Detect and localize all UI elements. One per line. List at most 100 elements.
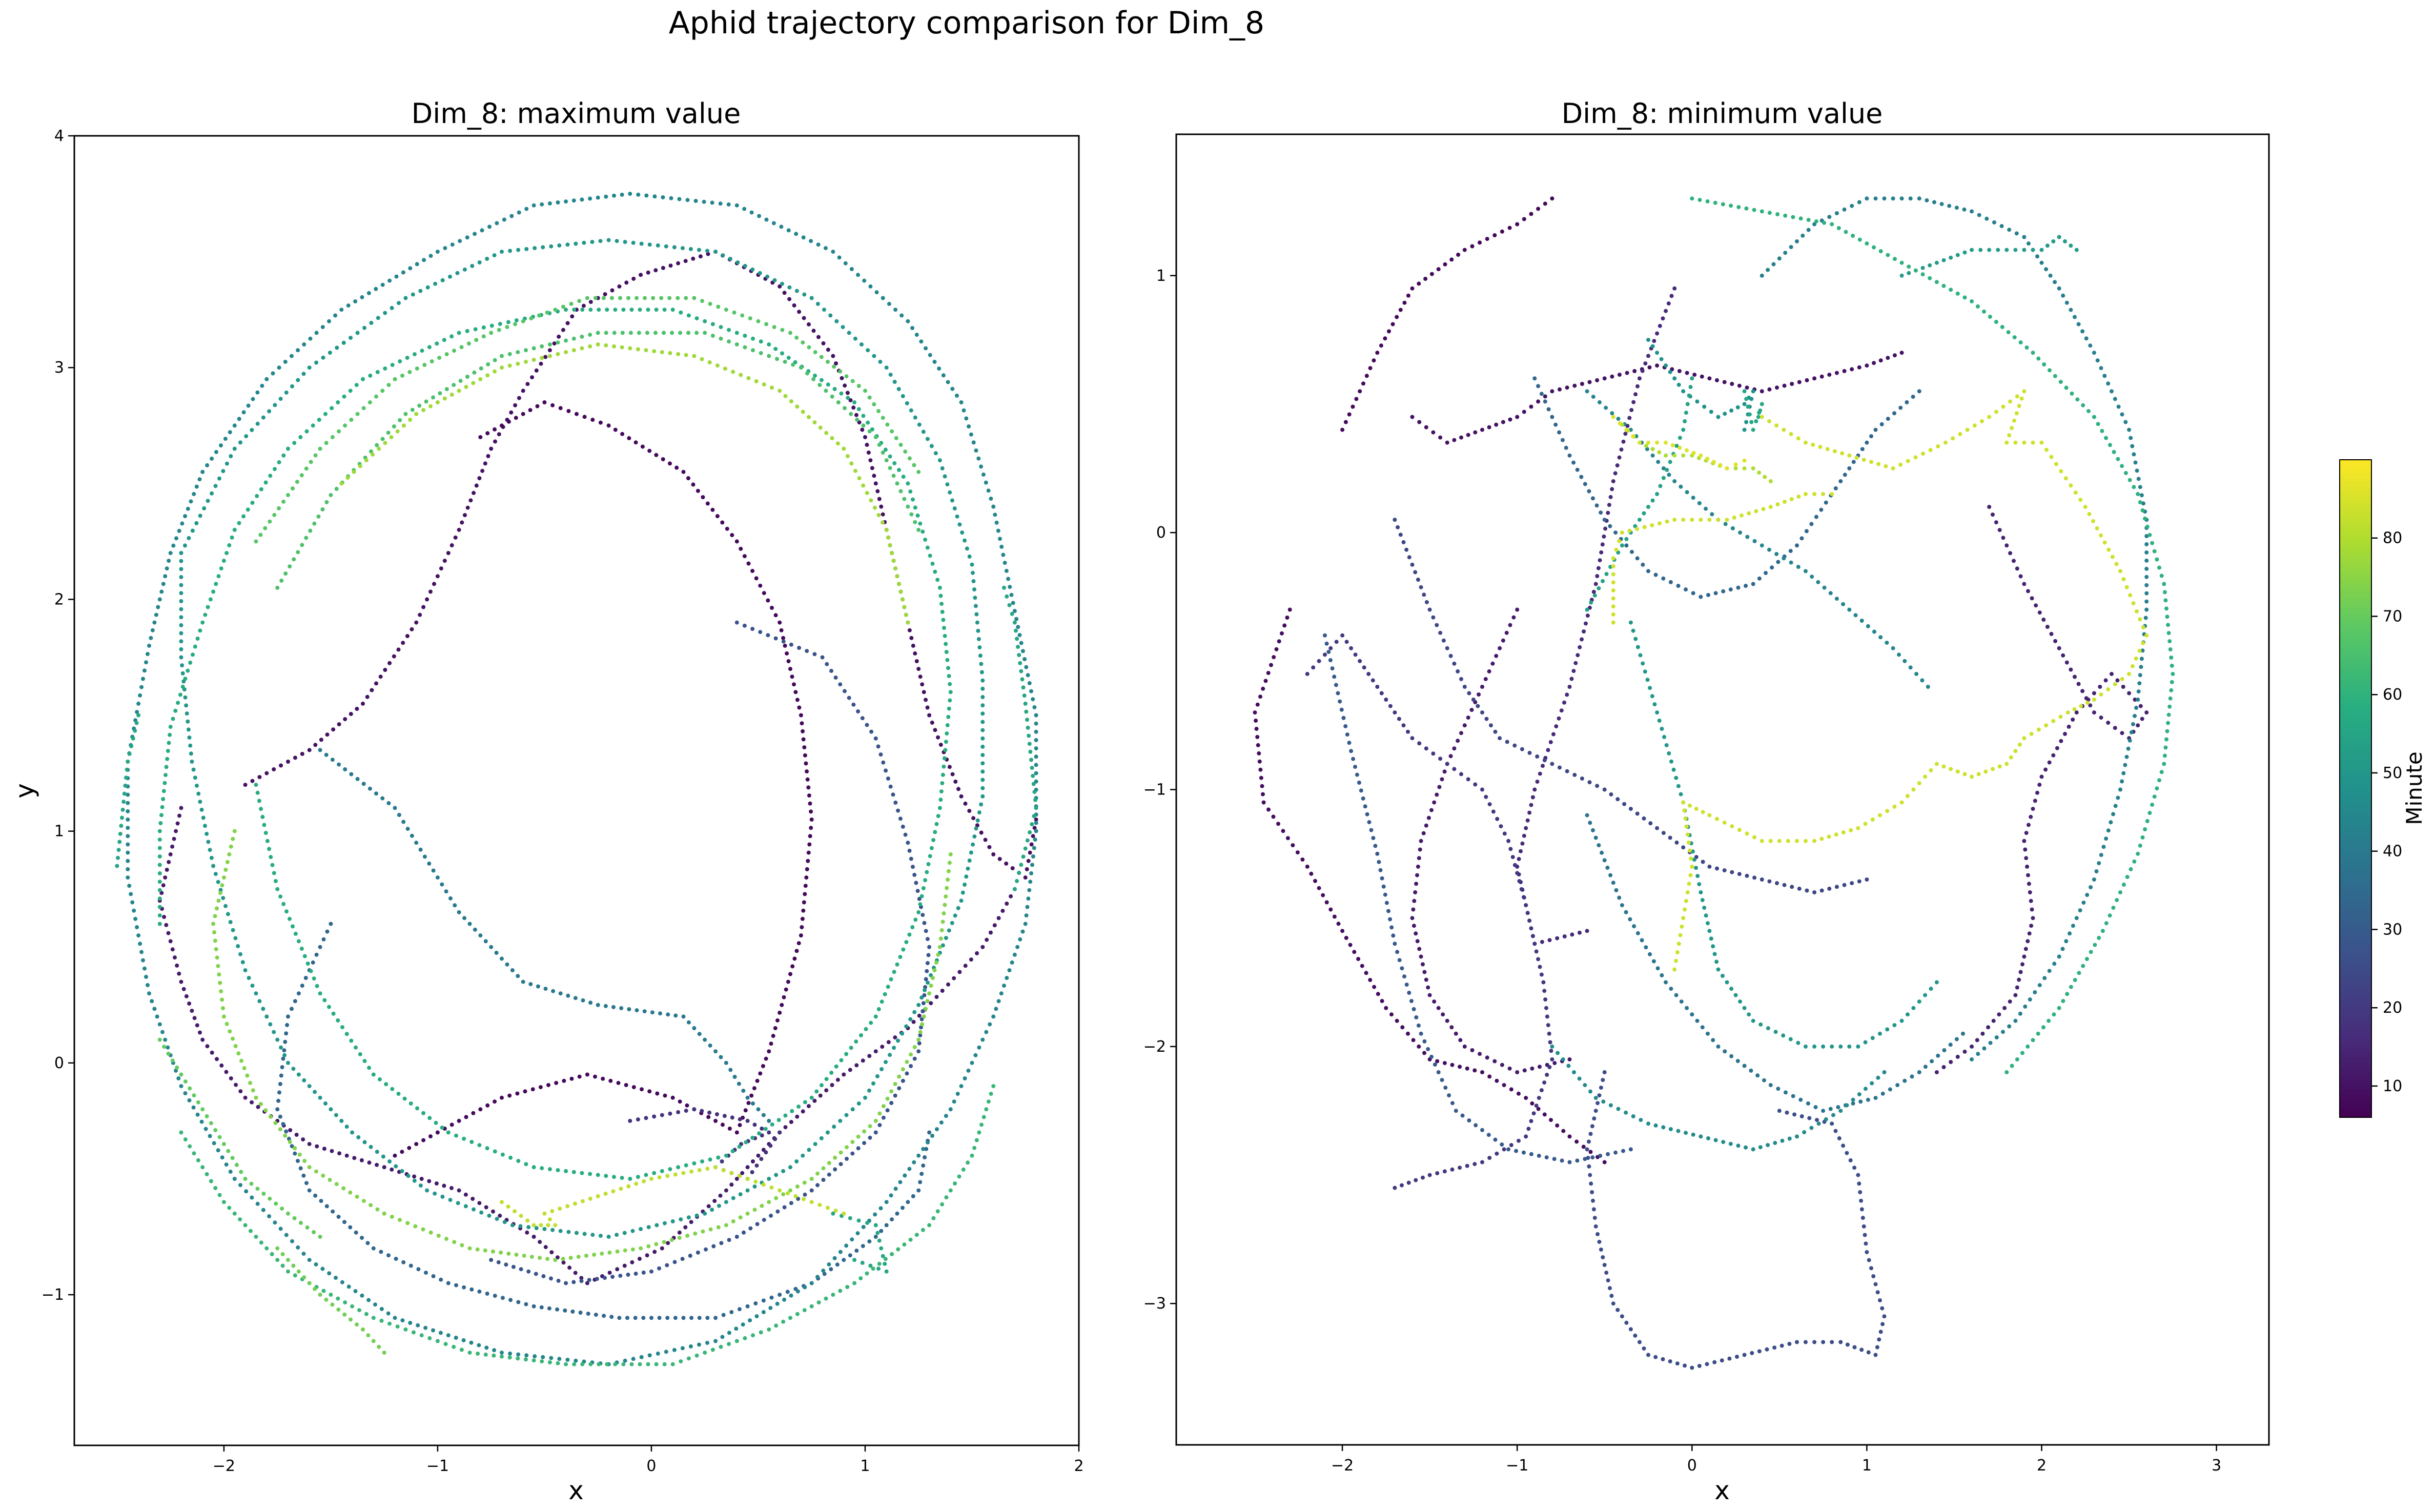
trajectory-point (572, 308, 577, 312)
trajectory-point (908, 1017, 913, 1021)
trajectory-point (2112, 449, 2116, 454)
trajectory-point (2084, 957, 2089, 961)
trajectory-segment (1340, 196, 1554, 432)
trajectory-point (679, 1217, 683, 1222)
trajectory-point (1642, 816, 1646, 821)
trajectory-point (167, 860, 171, 864)
trajectory-point (261, 415, 265, 420)
trajectory-point (1744, 1145, 1748, 1150)
trajectory-point (976, 628, 980, 633)
trajectory-point (1646, 569, 1650, 574)
trajectory-point (157, 871, 162, 875)
trajectory-point (813, 1142, 817, 1147)
x-tick-label: −2 (213, 1457, 235, 1475)
trajectory-point (545, 310, 549, 315)
trajectory-point (697, 248, 701, 252)
trajectory-point (1699, 890, 1703, 894)
trajectory-point (188, 1086, 192, 1091)
trajectory-point (154, 612, 158, 617)
trajectory-point (1733, 462, 1738, 467)
trajectory-point (175, 1065, 179, 1070)
trajectory-point (1764, 570, 1768, 575)
trajectory-point (2018, 970, 2023, 974)
trajectory-point (689, 1220, 693, 1224)
trajectory-point (1655, 966, 1660, 971)
trajectory-point (1379, 691, 1384, 696)
trajectory-point (1908, 196, 1913, 201)
y-tick-label: 0 (1156, 524, 1166, 542)
trajectory-point (1429, 808, 1434, 812)
trajectory-point (993, 513, 997, 517)
trajectory-point (183, 695, 188, 700)
trajectory-point (204, 1114, 209, 1118)
trajectory-point (1834, 211, 1839, 215)
trajectory-point (1910, 1074, 1914, 1079)
trajectory-point (329, 1293, 333, 1297)
trajectory-point (1784, 1090, 1788, 1095)
trajectory-point (1034, 829, 1038, 833)
trajectory-point (867, 429, 872, 434)
trajectory-point (1926, 685, 1930, 689)
trajectory-point (543, 987, 548, 991)
colorbar-label: Minute (2402, 751, 2427, 825)
trajectory-point (343, 1300, 347, 1305)
trajectory-point (1982, 309, 1986, 314)
trajectory-point (1462, 248, 1467, 252)
trajectory-point (1458, 1065, 1462, 1069)
trajectory-point (1907, 264, 1911, 269)
trajectory-point (1498, 646, 1502, 650)
trajectory-point (916, 1003, 921, 1007)
trajectory-point (944, 894, 948, 899)
trajectory-point (938, 743, 943, 747)
trajectory-point (432, 582, 436, 586)
trajectory-point (1514, 1149, 1519, 1153)
trajectory-point (126, 826, 130, 830)
trajectory-point (974, 1138, 979, 1142)
trajectory-point (239, 1058, 243, 1063)
trajectory-point (1332, 914, 1337, 919)
trajectory-point (884, 527, 889, 532)
trajectory-point (800, 916, 805, 921)
trajectory-point (774, 1323, 779, 1328)
trajectory-segment (275, 1246, 386, 1355)
trajectory-point (917, 1041, 922, 1046)
trajectory-point (580, 1199, 585, 1203)
trajectory-point (2017, 742, 2022, 747)
trajectory-point (2053, 374, 2057, 378)
trajectory-point (1480, 1160, 1484, 1164)
trajectory-point (1676, 784, 1681, 788)
trajectory-point (1620, 903, 1624, 908)
trajectory-point (1487, 1074, 1492, 1079)
trajectory-point (884, 1269, 889, 1274)
trajectory-point (574, 1358, 578, 1363)
trajectory-point (1624, 910, 1628, 914)
trajectory-point (1532, 942, 1537, 946)
trajectory-point (684, 353, 688, 357)
trajectory-point (881, 520, 885, 525)
trajectory-point (761, 1064, 765, 1068)
trajectory-point (1515, 415, 1520, 419)
trajectory-point (524, 1357, 528, 1362)
trajectory-point (1462, 1044, 1467, 1049)
trajectory-point (2144, 599, 2149, 604)
trajectory-point (963, 538, 967, 543)
trajectory-point (930, 561, 935, 566)
trajectory-point (838, 369, 843, 374)
trajectory-point (280, 1252, 285, 1256)
trajectory-point (2092, 415, 2096, 419)
trajectory-point (1754, 509, 1758, 514)
trajectory-point (955, 1092, 960, 1096)
trajectory-point (836, 400, 841, 404)
trajectory-point (1650, 447, 1655, 452)
trajectory-point (521, 389, 525, 393)
trajectory-point (117, 840, 122, 844)
trajectory-point (773, 346, 778, 351)
trajectory-point (783, 359, 787, 364)
trajectory-point (469, 1287, 474, 1292)
trajectory-point (2031, 1038, 2035, 1043)
trajectory-point (538, 1256, 542, 1260)
trajectory-point (330, 1302, 335, 1307)
trajectory-point (1758, 1022, 1763, 1027)
trajectory-point (670, 1362, 675, 1366)
trajectory-point (984, 1107, 989, 1112)
